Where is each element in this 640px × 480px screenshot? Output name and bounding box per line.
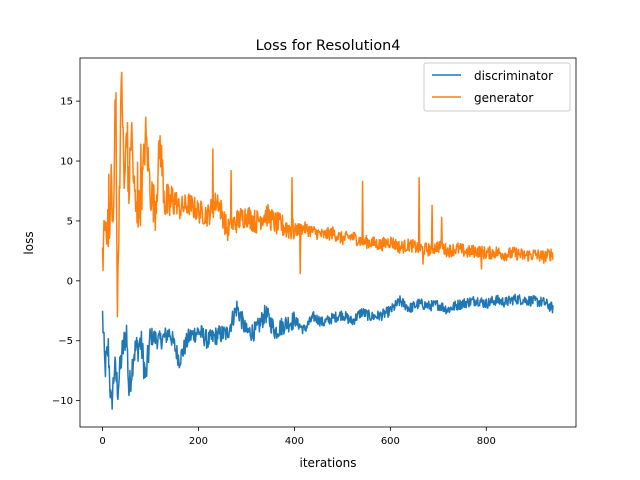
y-tick-label: 10 bbox=[60, 157, 73, 168]
y-axis-label: loss bbox=[22, 231, 36, 254]
x-axis-label: iterations bbox=[300, 456, 357, 470]
y-axis-ticks: −10 −5 0 5 10 15 bbox=[52, 97, 80, 407]
plot-area bbox=[101, 71, 554, 410]
y-tick-label: 0 bbox=[67, 276, 73, 287]
x-tick-label: 800 bbox=[477, 436, 496, 447]
y-tick-label: 15 bbox=[60, 97, 73, 108]
discriminator-series-line bbox=[101, 293, 554, 410]
legend: discriminator generator bbox=[423, 62, 571, 112]
x-tick-label: 0 bbox=[99, 436, 105, 447]
x-tick-label: 400 bbox=[285, 436, 304, 447]
x-tick-label: 200 bbox=[189, 436, 208, 447]
axes-frame bbox=[79, 57, 577, 428]
y-tick-label: 5 bbox=[67, 216, 73, 227]
axes-border bbox=[79, 57, 577, 428]
generator-series-line bbox=[101, 71, 554, 318]
legend-discriminator-label: discriminator bbox=[474, 69, 553, 83]
legend-generator-label: generator bbox=[474, 91, 533, 105]
y-tick-label: −10 bbox=[52, 396, 73, 407]
x-axis-ticks: 0 200 400 600 800 bbox=[99, 427, 496, 447]
y-tick-label: −5 bbox=[58, 336, 73, 347]
x-tick-label: 600 bbox=[381, 436, 400, 447]
chart-title: Loss for Resolution4 bbox=[256, 38, 401, 54]
